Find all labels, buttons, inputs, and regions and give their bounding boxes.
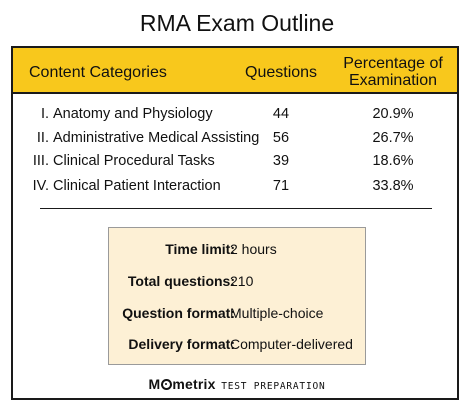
info-label: Total questions: (127, 273, 235, 289)
row-number: IV. (32, 178, 49, 194)
row-category: Clinical Procedural Tasks (53, 153, 215, 169)
brand-tagline: TEST PREPARATION (221, 381, 326, 392)
row-category: Anatomy and Physiology (53, 106, 213, 122)
info-label: Time limit: (165, 241, 235, 257)
circle-o-icon (160, 379, 172, 390)
brand-name-rest: metrix (172, 376, 216, 392)
row-questions: 39 (272, 153, 290, 169)
brand-name-m: M (148, 376, 161, 392)
table-header: Content Categories Questions Percentage … (13, 48, 457, 94)
page-title: RMA Exam Outline (139, 10, 335, 36)
row-questions: 71 (272, 178, 290, 194)
row-number: III. (32, 153, 49, 169)
exam-info-box: Time limit: 2 hours Total questions: 210… (108, 227, 366, 365)
table-row: I. Anatomy and Physiology 44 20.9% (13, 106, 457, 128)
row-questions: 44 (272, 106, 290, 122)
header-questions: Questions (245, 64, 318, 81)
row-questions: 56 (272, 130, 290, 146)
info-row: Question format: Multiple-choice (109, 305, 367, 323)
row-category: Clinical Patient Interaction (53, 178, 221, 194)
info-row: Delivery format: Computer-delivered (109, 336, 367, 354)
info-row: Time limit: 2 hours (109, 241, 367, 259)
info-value: Multiple-choice (230, 305, 324, 321)
section-divider (40, 208, 432, 209)
table-row: III. Clinical Procedural Tasks 39 18.6% (13, 153, 457, 175)
row-category: Administrative Medical Assisting (53, 130, 260, 146)
header-content-categories: Content Categories (29, 64, 167, 81)
row-percentage: 33.8% (372, 178, 414, 194)
table-row: II. Administrative Medical Assisting 56 … (13, 130, 457, 152)
info-label: Delivery format: (128, 336, 235, 352)
row-percentage: 18.6% (372, 153, 414, 169)
row-number: I. (40, 106, 49, 122)
header-percentage: Percentage of Examination (337, 55, 449, 89)
table-row: IV. Clinical Patient Interaction 71 33.8… (13, 178, 457, 200)
row-number: II. (36, 130, 49, 146)
info-label: Question format: (122, 305, 235, 321)
info-value: 2 hours (230, 241, 277, 257)
info-value: Computer-delivered (230, 336, 353, 352)
info-row: Total questions: 210 (109, 273, 367, 291)
row-percentage: 20.9% (372, 106, 414, 122)
header-percentage-line1: Percentage of (343, 55, 443, 72)
info-value: 210 (230, 273, 254, 289)
outline-frame (11, 46, 459, 400)
header-percentage-line2: Examination (348, 72, 438, 89)
row-percentage: 26.7% (372, 130, 414, 146)
